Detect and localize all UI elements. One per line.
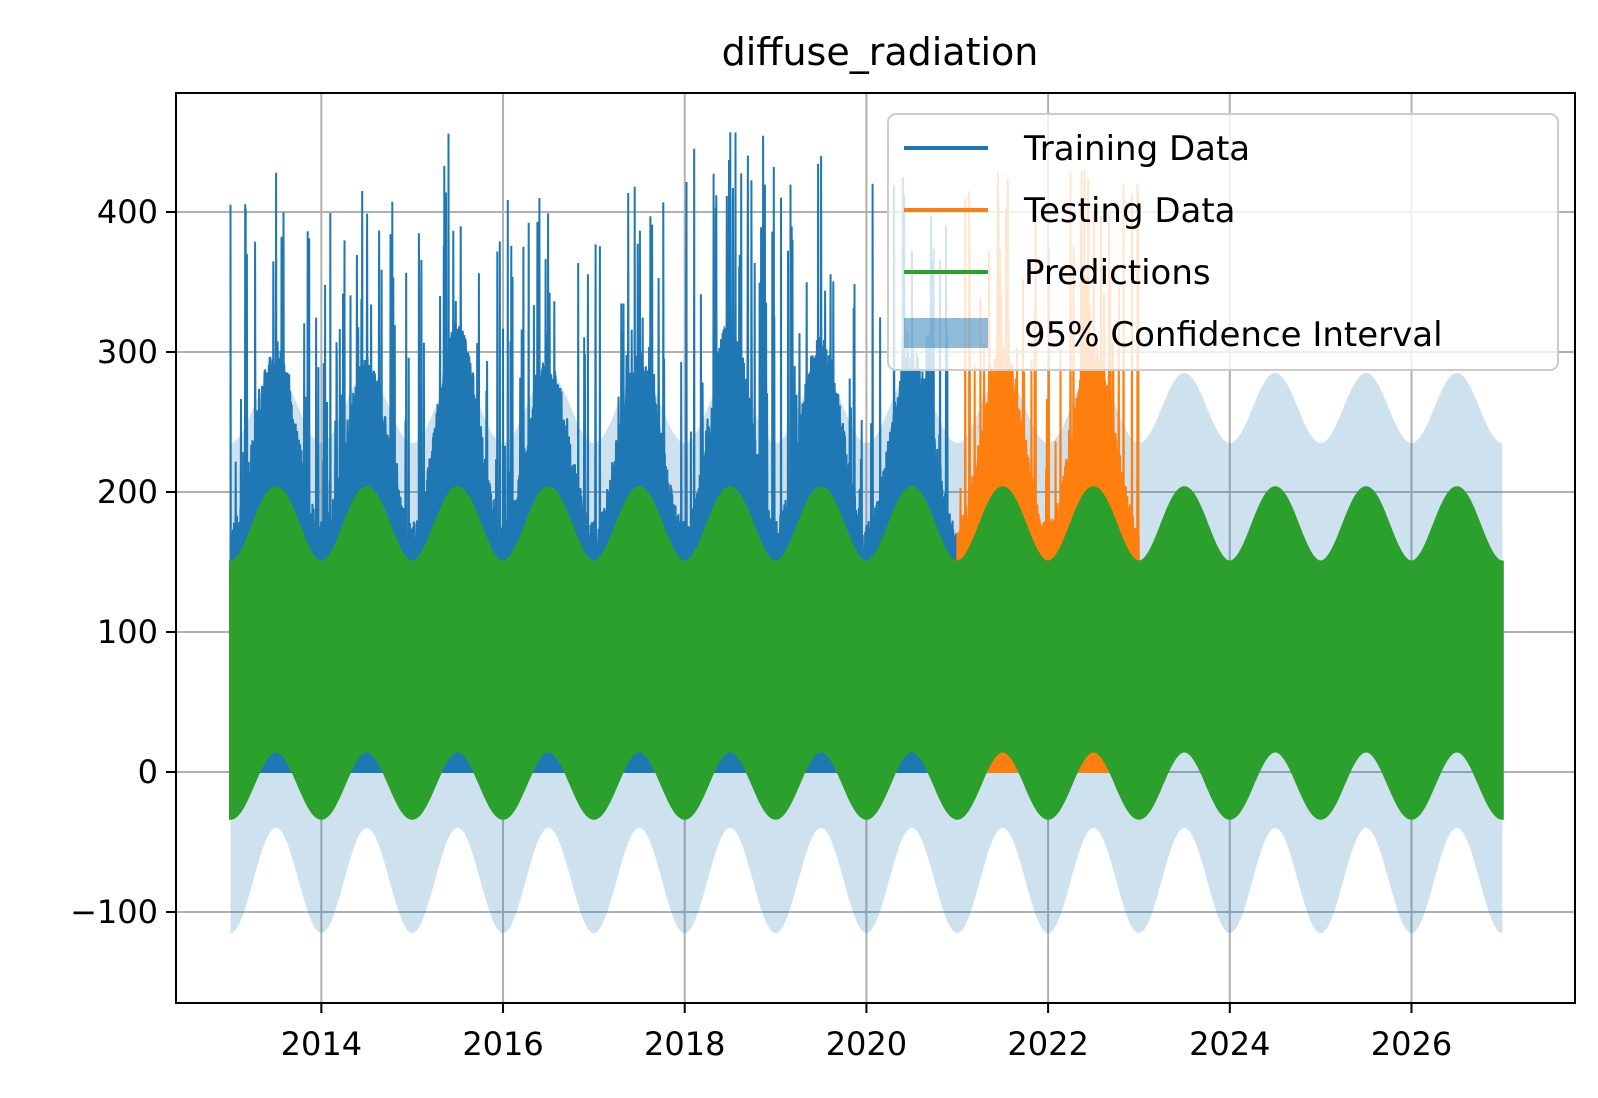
legend-swatch-confidence	[904, 318, 988, 348]
x-tick-label: 2020	[826, 1025, 907, 1063]
y-tick-label: 0	[138, 753, 158, 791]
x-tick-label: 2014	[281, 1025, 362, 1063]
y-tick-label: 200	[97, 473, 158, 511]
legend: Training Data Testing Data Predictions 9…	[887, 113, 1559, 371]
legend-label-testing: Testing Data	[1023, 191, 1236, 231]
x-tick-label: 2018	[644, 1025, 725, 1063]
x-tick-label: 2026	[1371, 1025, 1452, 1063]
y-tick-label: 100	[97, 613, 158, 651]
y-tick-label: 400	[97, 193, 158, 231]
legend-box	[887, 113, 1559, 371]
x-tick-label: 2022	[1007, 1025, 1088, 1063]
legend-label-training: Training Data	[1023, 129, 1250, 169]
y-tick-label: 300	[97, 333, 158, 371]
chart-title: diffuse_radiation	[722, 30, 1039, 74]
axes: 2014 2016 2018 2020 2022 2024 2026 −100 0 100 200 3…	[70, 92, 1576, 1063]
plot-area	[229, 132, 1504, 933]
axes-frame	[175, 92, 1576, 1004]
series-predictions	[229, 486, 1504, 820]
x-tick-label: 2016	[462, 1025, 543, 1063]
legend-label-confidence: 95% Confidence Interval	[1024, 315, 1443, 355]
y-tick-label: −100	[70, 893, 158, 931]
x-tick-label: 2024	[1189, 1025, 1270, 1063]
legend-label-predictions: Predictions	[1024, 253, 1211, 293]
